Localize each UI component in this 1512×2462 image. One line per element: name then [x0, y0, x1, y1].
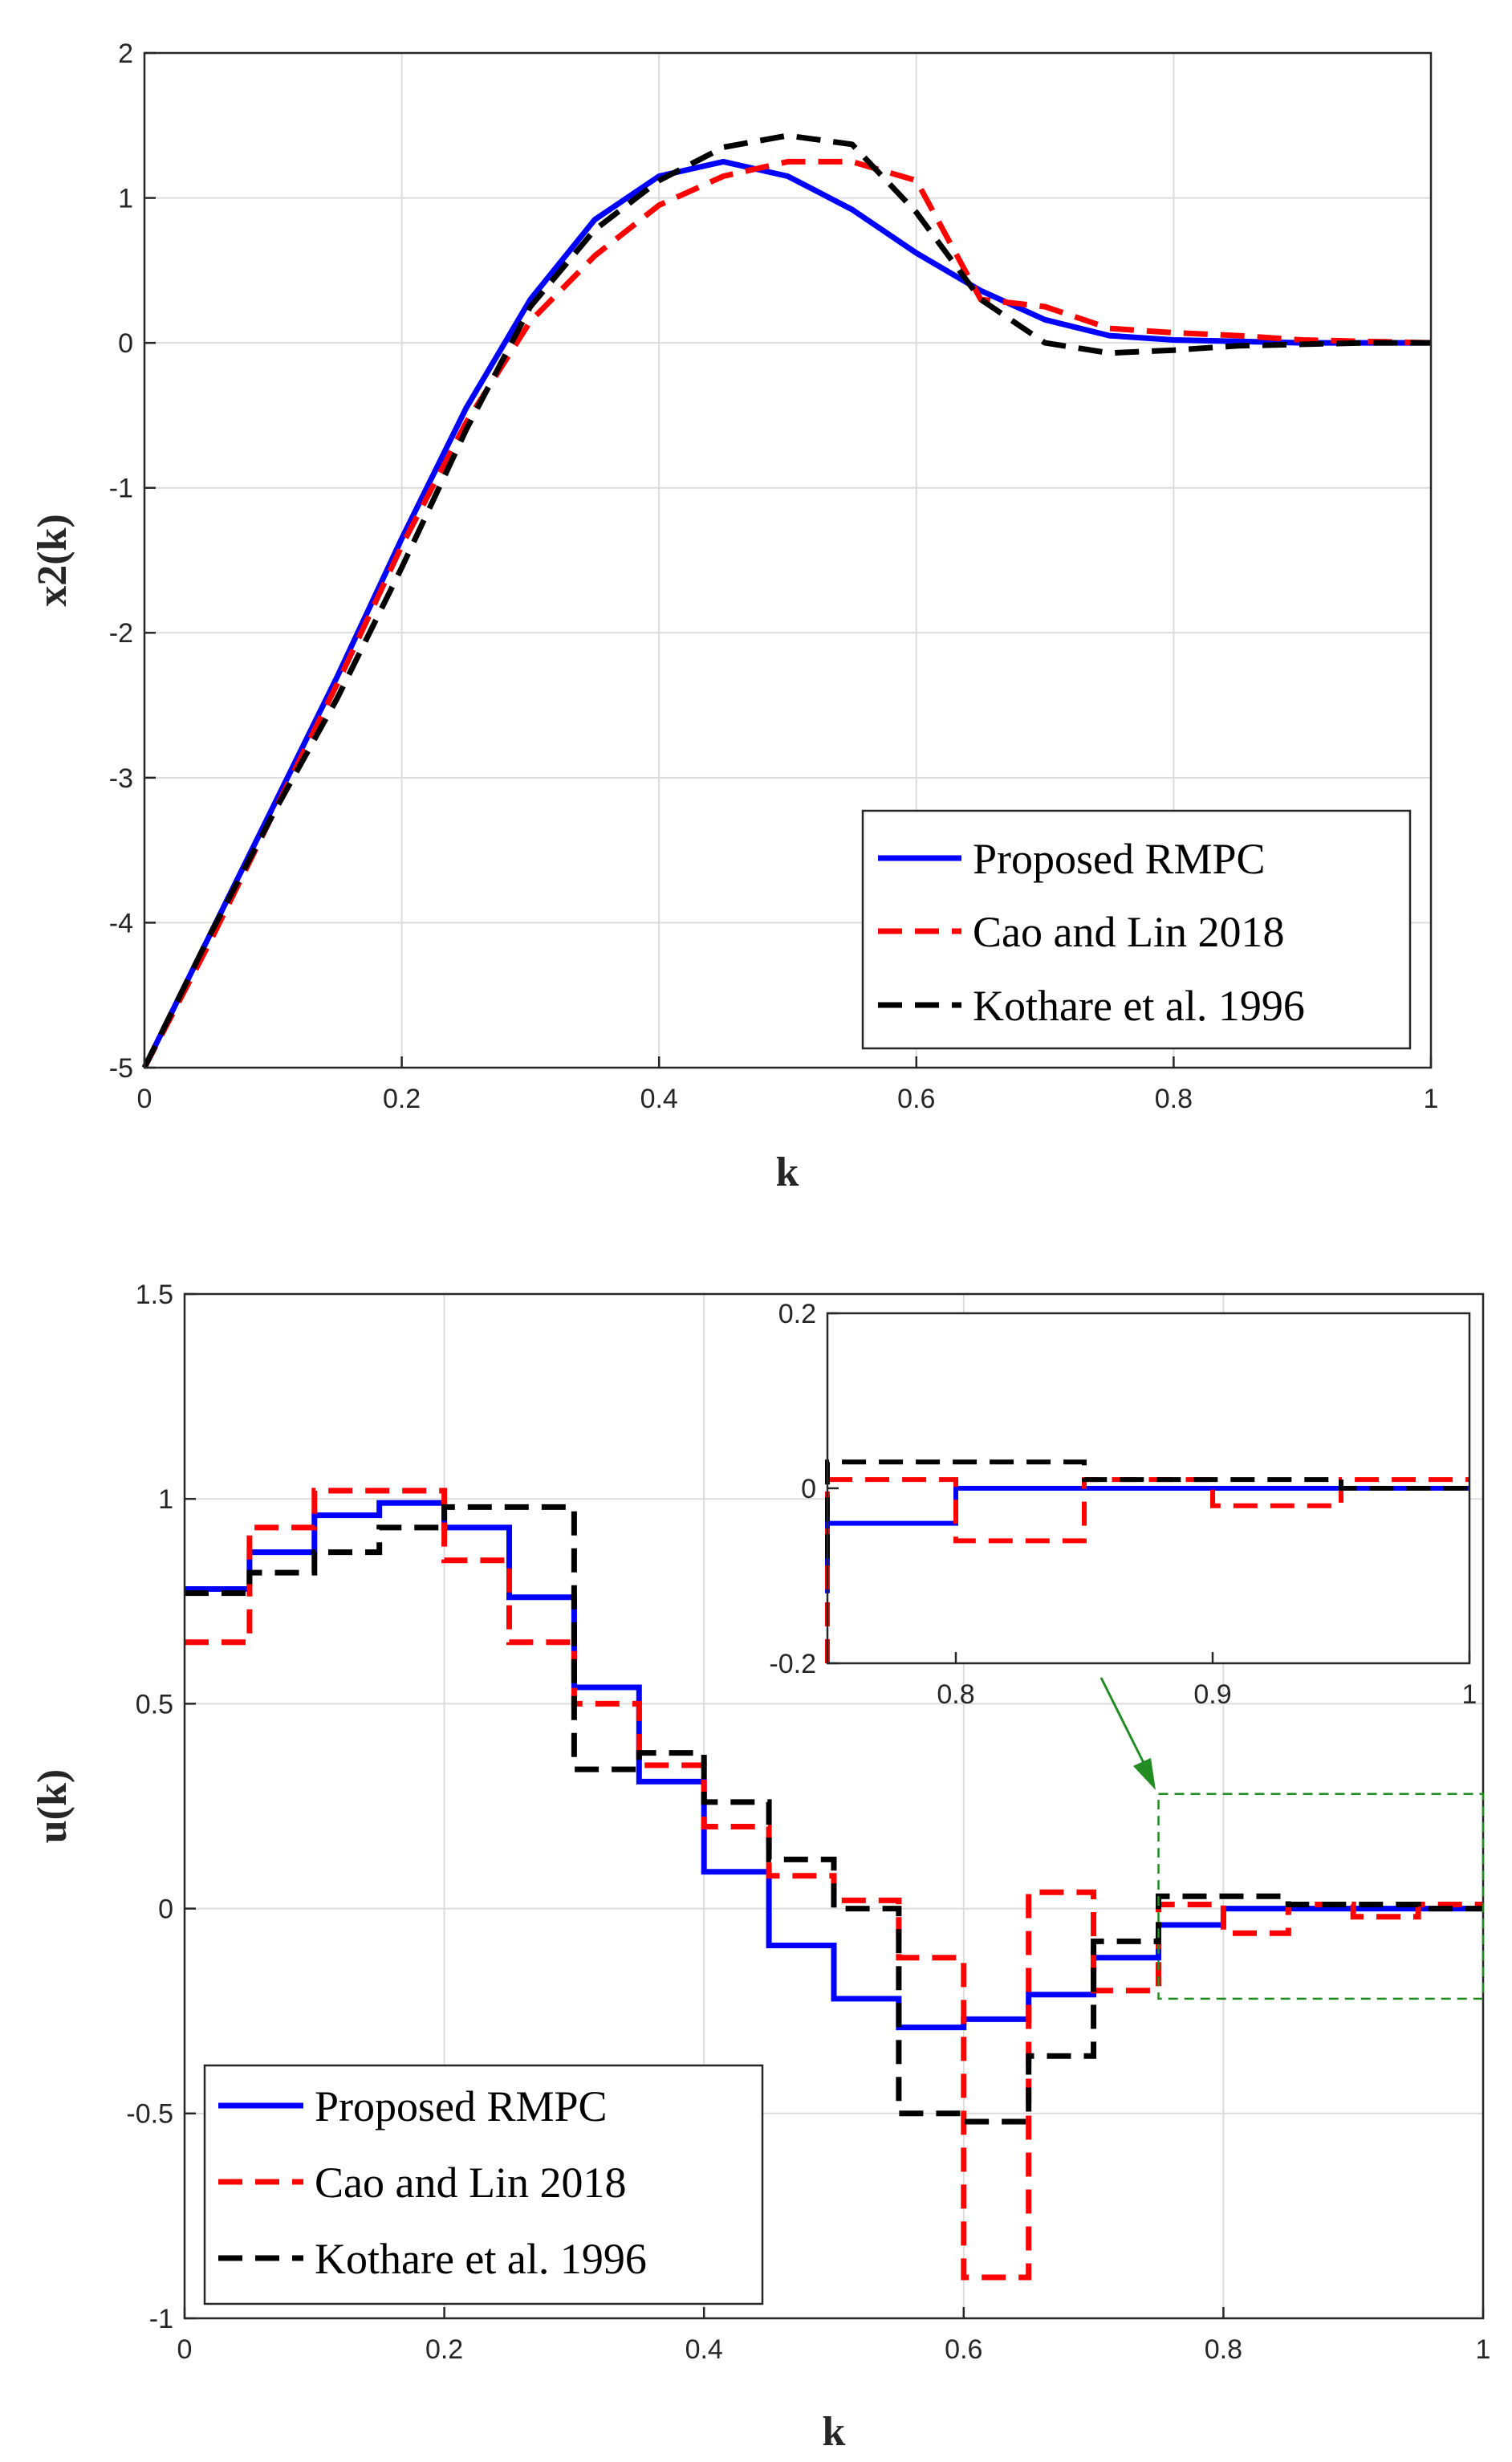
u-chart-ytick-label: 1 [158, 1484, 173, 1515]
u-chart-ylabel: u(k) [30, 1769, 75, 1843]
u-chart-xtick-label: 0.8 [1205, 2334, 1242, 2365]
u-chart-axes-frame [183, 1292, 1485, 2320]
legend-label-kothare: Kothare et al. 1996 [973, 982, 1305, 1030]
u-chart-series [185, 1487, 1483, 2281]
x2-chart-ytick-label: 0 [118, 328, 133, 359]
x2-chart-xtick-label: 0.4 [640, 1084, 678, 1114]
u-chart-xtick-label: 0.6 [945, 2334, 982, 2365]
x2-chart-axes-frame [143, 51, 1433, 1069]
inset-ytick-label: -0.2 [769, 1649, 816, 1679]
u-chart-xlabel: k [823, 2409, 846, 2455]
x2-chart-ticks: 0 0.2 0.4 0.6 0.8 1 -5 -4 -3 -2 -1 0 1 2 [109, 39, 1439, 1114]
inset-xtick-label: 0.8 [937, 1679, 974, 1710]
x2-chart-xtick-label: 0.8 [1155, 1084, 1193, 1114]
x2-chart-ytick-label: 2 [118, 39, 133, 69]
legend-label-kothare: Kothare et al. 1996 [315, 2235, 647, 2283]
inset-ytick-label: 0.2 [778, 1299, 816, 1329]
x2-chart-xlabel: k [776, 1150, 799, 1195]
u-chart-ytick-label: 0 [158, 1894, 173, 1925]
u-chart-ticks: 0 0.2 0.4 0.6 0.8 1 -1 -0.5 0 0.5 1 1.5 [126, 1280, 1490, 2365]
x2-chart-series [141, 132, 1432, 1069]
u-chart-xtick-label: 0 [177, 2334, 193, 2365]
x2-chart-ylabel: x2(k) [30, 514, 75, 607]
u-chart-ytick-label: 1.5 [136, 1280, 173, 1310]
x2-chart-ytick-label: -3 [109, 763, 133, 794]
u-chart-ytick-label: 0.5 [136, 1689, 173, 1719]
x2-chart-ytick-label: 1 [118, 183, 133, 214]
u-chart-xtick-label: 0.4 [685, 2334, 723, 2365]
u-chart-xtick-label: 0.2 [425, 2334, 463, 2365]
u-chart: 0 0.2 0.4 0.6 0.8 1 -1 -0.5 0 0.5 1 1.5 0.8 0.9 1 -0.2… [30, 1280, 1490, 2455]
legend-label-cao: Cao and Lin 2018 [315, 2159, 626, 2207]
x2-chart-ytick-label: -4 [109, 908, 133, 938]
inset-series [825, 1459, 1469, 1663]
x2-chart-ytick-label: -2 [109, 618, 133, 649]
x2-series-proposed [141, 158, 1431, 1069]
legend-label-cao: Cao and Lin 2018 [973, 908, 1284, 956]
x2-chart-xtick-label: 0.6 [897, 1084, 935, 1114]
zoom-arrow [1099, 1677, 1156, 1790]
inset-ytick-label: 0 [801, 1474, 816, 1504]
u-chart-ytick-label: -1 [149, 2304, 173, 2334]
u-chart-inset: 0.8 0.9 1 -0.2 0 0.2 [769, 1299, 1477, 1710]
inset-series-proposed [825, 1486, 1469, 1593]
x2-chart-xtick-label: 0.2 [383, 1084, 421, 1114]
inset-xtick-label: 0.9 [1193, 1679, 1231, 1710]
legend-label-proposed: Proposed RMPC [315, 2082, 608, 2130]
u-chart-xtick-label: 1 [1476, 2334, 1491, 2365]
x2-series-cao [141, 158, 1432, 1069]
inset-series-kothare [825, 1459, 1469, 1559]
x2-chart-xtick-label: 1 [1424, 1084, 1439, 1114]
x2-chart: 0 0.2 0.4 0.6 0.8 1 -5 -4 -3 -2 -1 0 1 2 k x2(k) Prop… [30, 39, 1438, 1195]
x2-chart-ytick-label: -1 [109, 474, 133, 504]
x2-chart-legend: Proposed RMPC Cao and Lin 2018 Kothare e… [861, 809, 1412, 1050]
legend-label-proposed: Proposed RMPC [973, 835, 1266, 883]
inset-xtick-label: 1 [1462, 1679, 1477, 1710]
u-chart-legend: Proposed RMPC Cao and Lin 2018 Kothare e… [203, 2064, 764, 2305]
x2-series-kothare [141, 132, 1431, 1069]
inset-ticks: 0.8 0.9 1 -0.2 0 0.2 [769, 1299, 1477, 1710]
x2-chart-ytick-label: -5 [109, 1053, 133, 1084]
u-series-kothare [185, 1504, 1483, 2125]
x2-chart-xtick-label: 0 [137, 1084, 152, 1114]
zoom-region-box [1157, 1793, 1485, 2000]
u-chart-ytick-label: -0.5 [126, 2099, 173, 2130]
